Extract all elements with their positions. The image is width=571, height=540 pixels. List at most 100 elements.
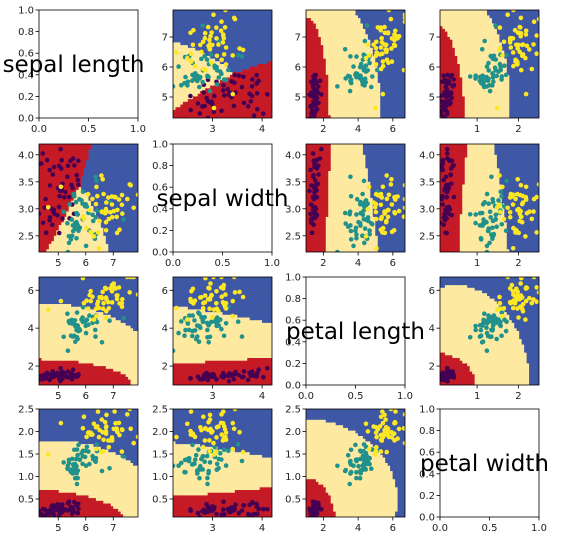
region-cell (372, 88, 376, 92)
region-cell (504, 28, 508, 32)
region-cell (377, 107, 381, 111)
region-cell (494, 61, 498, 65)
region-cell (318, 99, 322, 103)
y-tick-label: 5 (162, 93, 168, 104)
region-cell (506, 61, 510, 65)
region-cell (367, 26, 371, 30)
region-cell (362, 109, 366, 113)
region-cell (506, 58, 510, 62)
region-cell (504, 96, 508, 100)
region-cell (400, 20, 403, 24)
region-cell (511, 96, 515, 100)
region-cell (197, 64, 201, 68)
region-cell (195, 45, 199, 49)
region-cell (501, 58, 505, 62)
region-cell (325, 31, 329, 35)
region-cell (524, 66, 528, 70)
region-cell (212, 23, 216, 27)
region-cell (397, 80, 401, 84)
region-cell (257, 10, 261, 14)
region-cell (323, 26, 327, 30)
region-cell (333, 88, 337, 92)
region-cell (477, 99, 481, 103)
region-cell (519, 88, 523, 92)
region-cell (328, 15, 332, 19)
data-point-class-0 (245, 104, 251, 109)
region-cell (269, 74, 272, 78)
region-cell (232, 69, 236, 73)
region-cell (353, 37, 356, 41)
region-cell (367, 39, 371, 43)
region-cell (479, 15, 483, 19)
region-cell (402, 91, 405, 95)
region-cell (237, 93, 241, 97)
region-cell (222, 28, 226, 32)
region-cell (382, 72, 386, 76)
region-cell (454, 88, 458, 92)
region-cell (452, 12, 456, 16)
region-cell (350, 15, 354, 19)
region-cell (462, 104, 466, 108)
region-cell (175, 37, 179, 41)
region-cell (514, 115, 518, 118)
region-cell (187, 91, 191, 95)
region-cell (501, 10, 505, 14)
region-cell (392, 93, 396, 97)
region-cell (175, 10, 179, 14)
region-cell (313, 64, 317, 68)
region-cell (494, 88, 498, 92)
region-cell (449, 104, 453, 108)
region-cell (447, 12, 451, 16)
data-point-class-1 (361, 68, 367, 73)
region-cell (264, 64, 268, 68)
region-cell (397, 82, 401, 86)
region-cell (477, 34, 481, 38)
region-cell (474, 23, 478, 27)
region-cell (390, 50, 394, 54)
region-cell (355, 50, 359, 54)
region-cell (457, 37, 461, 41)
region-cell (315, 18, 319, 22)
region-cell (447, 69, 451, 73)
region-cell (267, 37, 270, 41)
region-cell (234, 20, 238, 24)
region-cell (400, 91, 403, 95)
region-cell (217, 15, 221, 19)
region-cell (482, 26, 485, 30)
region-cell (182, 85, 186, 89)
region-cell (491, 42, 495, 46)
region-cell (353, 109, 356, 113)
data-point-class-2 (378, 27, 384, 33)
region-cell (325, 61, 329, 65)
region-cell (325, 91, 329, 95)
region-cell (489, 28, 493, 32)
region-cell (499, 80, 503, 84)
region-cell (177, 20, 181, 24)
region-cell (202, 64, 206, 68)
region-cell (501, 96, 505, 100)
region-cell (370, 88, 374, 92)
region-cell (192, 85, 196, 89)
region-cell (355, 34, 359, 38)
region-cell (234, 34, 238, 38)
region-cell (357, 80, 361, 84)
region-cell (501, 12, 505, 16)
region-cell (348, 104, 351, 108)
region-cell (348, 39, 351, 43)
region-cell (397, 12, 401, 16)
region-cell (380, 115, 384, 118)
region-cell (482, 55, 485, 59)
region-cell (308, 64, 312, 68)
region-cell (249, 28, 253, 32)
region-cell (306, 45, 309, 49)
region-cell (220, 47, 223, 51)
region-cell (259, 91, 263, 95)
region-cell (318, 53, 322, 57)
region-cell (180, 101, 184, 105)
data-point-class-0 (225, 86, 231, 92)
region-cell (494, 77, 498, 81)
region-cell (185, 112, 189, 116)
region-cell (239, 26, 243, 30)
region-cell (479, 28, 483, 32)
